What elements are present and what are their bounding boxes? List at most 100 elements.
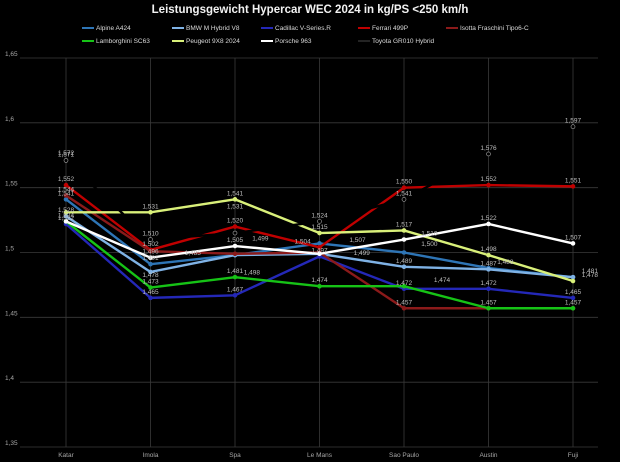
x-tick-label: Le Mans <box>307 452 333 459</box>
x-tick-label: Fuji <box>568 452 578 459</box>
data-label: 1,524 <box>311 212 328 219</box>
data-label: 1,531 <box>227 203 244 210</box>
data-label: 1,510 <box>142 231 159 238</box>
data-point <box>401 237 407 242</box>
data-label: 1,472 <box>396 280 413 287</box>
data-point <box>232 197 238 202</box>
data-point <box>63 210 69 215</box>
data-point <box>486 252 491 258</box>
data-label: 1,457 <box>565 299 582 306</box>
data-label: 1,499 <box>354 250 371 257</box>
legend-label: Cadillac V-Series.R <box>275 25 331 32</box>
data-label: 1,489 <box>396 258 413 265</box>
data-point <box>317 283 322 289</box>
data-label: 1,465 <box>565 289 582 296</box>
data-label: 1,571 <box>58 151 75 158</box>
data-label: 1,465 <box>142 289 159 296</box>
chart-title: Leistungsgewicht Hypercar WEC 2024 in kg… <box>151 4 469 16</box>
data-point <box>401 250 407 255</box>
x-tick-label: Sao Paulo <box>389 452 419 459</box>
data-point <box>63 219 69 224</box>
data-point <box>317 241 322 246</box>
data-point <box>148 237 153 242</box>
x-tick-label: Spa <box>229 452 241 459</box>
data-point <box>317 230 322 236</box>
data-point <box>486 305 491 311</box>
data-point <box>401 185 407 190</box>
data-point <box>317 219 322 224</box>
data-label: 1,502 <box>142 241 159 248</box>
data-point <box>486 151 491 157</box>
data-point <box>148 285 153 290</box>
data-point <box>148 295 153 301</box>
data-label: 1,457 <box>480 299 497 306</box>
data-label: 1,515 <box>311 224 328 231</box>
y-tick-label: 1,55 <box>5 181 18 188</box>
data-label: 1,457 <box>396 299 413 306</box>
legend-label: Isotta Fraschini Tipo6-C <box>460 25 529 32</box>
data-point <box>148 261 153 267</box>
data-label: 1,551 <box>565 177 582 184</box>
data-label: 1,496 <box>142 249 159 256</box>
data-point <box>63 158 69 163</box>
legend-label: Ferrari 499P <box>372 25 408 32</box>
y-tick-label: 1,5 <box>5 246 14 253</box>
data-label: 1,488 <box>497 259 514 266</box>
data-point <box>148 255 153 260</box>
data-label: 1,522 <box>480 215 497 222</box>
data-point <box>63 193 69 198</box>
legend-label: Alpine A424 <box>96 25 131 32</box>
data-label: 1,597 <box>565 118 582 125</box>
data-point <box>401 283 407 289</box>
data-label: 1,528 <box>58 207 75 214</box>
data-labels: 1,5721,5711,5521,5441,5411,5281,5241,522… <box>58 118 599 307</box>
data-label: 1,552 <box>480 176 497 183</box>
y-tick-label: 1,45 <box>5 310 18 317</box>
data-label: 1,498 <box>244 269 261 276</box>
data-label: 1,467 <box>227 286 244 293</box>
data-label: 1,500 <box>421 241 438 248</box>
x-tick-label: Imola <box>143 452 159 459</box>
data-label: 1,504 <box>294 238 311 245</box>
data-label: 1,485 <box>185 250 202 257</box>
data-point <box>570 241 576 246</box>
data-point <box>570 184 576 189</box>
data-label: 1,510 <box>421 231 438 238</box>
data-label: 1,499 <box>252 236 269 243</box>
data-label: 1,541 <box>227 190 244 197</box>
legend-label: Toyota GR010 Hybrid <box>372 38 435 45</box>
data-point <box>570 274 576 280</box>
data-label: 1,541 <box>396 190 413 197</box>
data-label: 1,505 <box>227 237 244 244</box>
data-point <box>232 251 238 257</box>
data-label: 1,507 <box>349 237 366 244</box>
legend-label: Lamborghini SC63 <box>96 38 150 45</box>
data-point <box>317 251 322 257</box>
data-point <box>401 228 407 233</box>
data-label: 1,517 <box>396 221 413 228</box>
x-tick-label: Austin <box>479 452 497 459</box>
data-label: 1,491 <box>142 255 159 262</box>
legend-label: Peugeot 9X8 2024 <box>186 38 240 45</box>
data-point <box>401 264 407 270</box>
axis-labels: 1,35 1,4 1,45 1,5 1,55 1,6 1,65 Katar Imola Spa Le… <box>5 51 578 459</box>
data-point <box>401 305 407 311</box>
data-point <box>486 182 491 188</box>
data-label: 1,481 <box>227 268 244 275</box>
data-point <box>148 210 153 215</box>
y-tick-label: 1,4 <box>5 375 14 382</box>
data-label: 1,472 <box>480 280 497 287</box>
y-tick-label: 1,6 <box>5 116 14 123</box>
data-point <box>232 230 238 236</box>
data-label: 1,497 <box>311 247 328 254</box>
data-label: 1,550 <box>396 179 413 186</box>
data-label: 1,478 <box>142 272 159 279</box>
data-point <box>148 269 153 275</box>
data-point <box>570 278 576 284</box>
data-point <box>570 305 576 311</box>
y-tick-label: 1,65 <box>5 51 18 58</box>
data-label: 1,544 <box>58 186 75 193</box>
data-point <box>486 286 491 292</box>
